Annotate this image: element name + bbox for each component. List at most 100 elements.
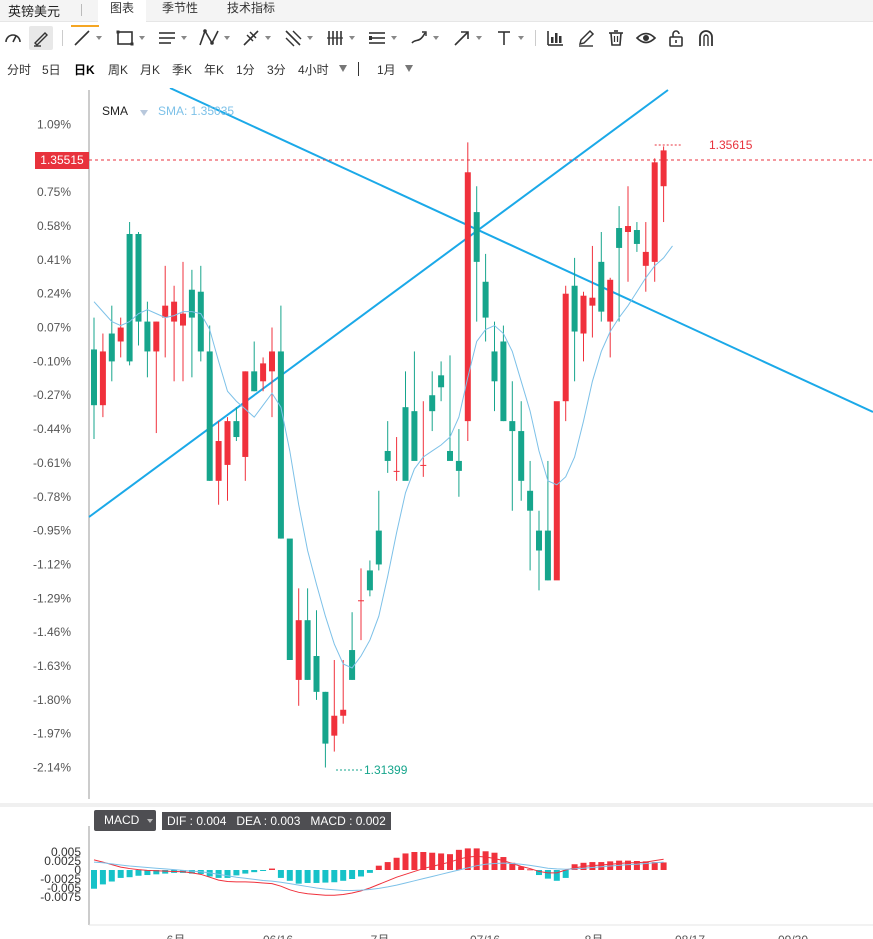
fib-icon[interactable] — [241, 26, 271, 50]
trendline-descending — [169, 88, 873, 413]
macd-bar — [420, 852, 427, 870]
y-axis-tick-label: -0.95% — [33, 524, 71, 538]
brush-icon[interactable] — [409, 26, 439, 50]
range-select[interactable]: 1月 — [377, 63, 396, 77]
macd-bar — [455, 849, 462, 870]
candle — [384, 421, 391, 473]
tab-seasonality[interactable]: 季节性 — [162, 1, 199, 15]
sma-legend-toggle[interactable] — [140, 110, 148, 116]
macd-bar — [375, 865, 382, 870]
macd-bar — [295, 870, 302, 884]
period-daily[interactable]: 日K — [74, 63, 95, 77]
macd-bar — [304, 870, 311, 883]
candle-body — [91, 349, 97, 406]
candle-body — [411, 411, 418, 461]
period-1min[interactable]: 1分 — [236, 63, 255, 77]
bars-icon[interactable] — [325, 26, 355, 50]
gann-icon[interactable] — [283, 26, 313, 50]
macd-bar — [633, 861, 640, 870]
parallel-lines-icon[interactable] — [157, 26, 187, 50]
macd-bar — [349, 870, 356, 879]
sma-legend-name[interactable]: SMA — [102, 104, 129, 118]
candle — [171, 285, 178, 382]
y-axis-tick-label: -1.80% — [33, 693, 71, 707]
candle — [420, 401, 427, 477]
candle-body — [562, 293, 569, 402]
candle-body — [349, 650, 356, 680]
x-axis-tick-label: 6月 — [167, 933, 186, 939]
macd-bar — [598, 862, 605, 870]
eye-icon[interactable] — [635, 26, 657, 50]
channel-icon[interactable] — [367, 26, 397, 50]
macd-bar — [544, 870, 551, 879]
macd-bar — [117, 870, 124, 878]
candle-body — [340, 709, 347, 716]
candle — [455, 429, 462, 497]
sma-line — [93, 245, 673, 669]
macd-bar — [366, 870, 373, 873]
candle-body — [589, 297, 596, 306]
macd-button-label: MACD — [104, 813, 140, 827]
lock-icon[interactable] — [666, 26, 686, 50]
pen-icon[interactable] — [29, 26, 53, 50]
magnet-icon[interactable] — [696, 26, 716, 50]
candle-body — [642, 251, 649, 266]
tab-chart[interactable]: 图表 — [98, 0, 147, 22]
text-icon[interactable] — [494, 26, 524, 50]
candle-body — [429, 395, 436, 412]
candle — [598, 231, 605, 322]
macd-bar — [91, 870, 97, 889]
candle — [589, 245, 596, 338]
candle-body — [616, 228, 623, 248]
macd-bar — [402, 853, 409, 870]
sma-legend-value: SMA: 1.35035 — [158, 104, 235, 118]
candle-body — [171, 301, 178, 322]
candle-body — [500, 341, 507, 422]
tab-indicators[interactable]: 技术指标 — [227, 1, 276, 15]
y-axis-tick-label: -0.61% — [33, 456, 71, 470]
toolbar-divider — [535, 30, 536, 46]
edit-icon[interactable] — [576, 26, 596, 50]
candle — [260, 357, 267, 392]
rectangle-icon[interactable] — [115, 26, 145, 50]
y-axis-tick-label: 0.07% — [37, 321, 71, 335]
period-monthly[interactable]: 月K — [140, 63, 161, 77]
candle-body — [269, 351, 275, 372]
candle-body — [215, 441, 222, 481]
period-weekly[interactable]: 周K — [108, 63, 129, 77]
candle — [340, 660, 347, 724]
price-chart[interactable]: 1.09%0.92%0.75%0.58%0.41%0.24%0.07%-0.10… — [0, 88, 873, 939]
top-bar: 英镑美元 图表 季节性 技术指标 — [0, 0, 873, 22]
macd-bar — [313, 870, 320, 883]
active-period-indicator — [71, 25, 99, 27]
line-icon[interactable] — [72, 26, 102, 50]
pattern-icon[interactable] — [198, 26, 230, 50]
macd-indicator-button[interactable]: MACD — [94, 810, 156, 831]
macd-bar — [651, 862, 658, 870]
candle — [322, 691, 329, 768]
macd-bar — [277, 870, 284, 878]
period-3min[interactable]: 3分 — [267, 63, 286, 77]
gauge-icon[interactable] — [2, 26, 24, 50]
candle-body — [651, 162, 658, 262]
macd-bar — [135, 870, 142, 876]
chevron-down-icon[interactable] — [405, 65, 413, 72]
indicator-icon[interactable] — [545, 26, 565, 50]
candle — [304, 588, 311, 680]
period-intraday[interactable]: 分时 — [7, 63, 32, 77]
trash-icon[interactable] — [606, 26, 626, 50]
period-5day[interactable]: 5日 — [42, 63, 61, 77]
macd-bar — [331, 870, 338, 883]
macd-y-tick-label: -0.005 — [47, 881, 81, 895]
candle — [215, 421, 222, 505]
candle-body — [153, 321, 160, 352]
period-yearly[interactable]: 年K — [204, 63, 225, 77]
macd-bar — [233, 870, 240, 876]
macd-bar — [642, 861, 649, 870]
period-4hour[interactable]: 4小时 — [298, 63, 329, 77]
period-quarterly[interactable]: 季K — [172, 63, 193, 77]
arrow-icon[interactable] — [452, 26, 482, 50]
y-axis-tick-label: 0.75% — [37, 185, 71, 199]
macd-bar — [482, 851, 489, 870]
chevron-down-icon[interactable] — [339, 65, 347, 72]
